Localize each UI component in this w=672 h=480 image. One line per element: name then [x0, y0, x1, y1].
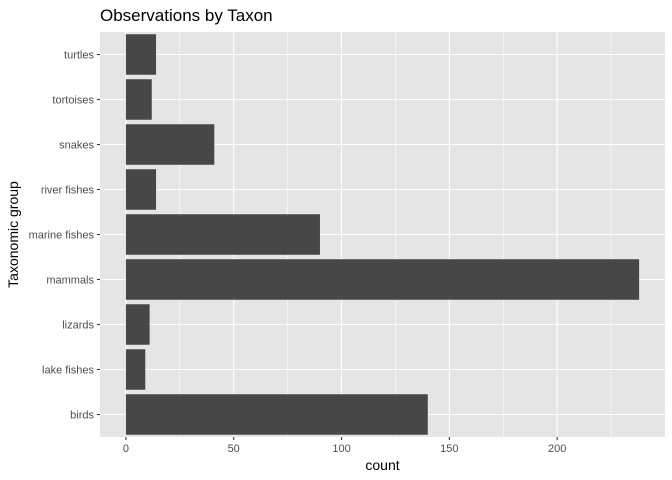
x-tick-label: 100: [332, 443, 350, 455]
x-tick-label: 150: [440, 443, 458, 455]
bar-turtles: [125, 34, 157, 75]
y-tick-label: marine fishes: [29, 230, 95, 242]
y-axis: birds lake fishes lizards mammals marine fis…: [29, 50, 100, 422]
bar-river-fishes: [125, 169, 157, 210]
y-tick-label: tortoises: [52, 95, 94, 107]
bar-snakes: [125, 124, 215, 165]
x-axis-title: count: [365, 457, 399, 473]
bar-mammals: [125, 259, 640, 300]
x-tick-label: 200: [548, 443, 566, 455]
y-tick-label: river fishes: [41, 185, 95, 197]
bar-lake-fishes: [125, 349, 146, 390]
bar-tortoises: [125, 79, 152, 120]
y-tick-label: lizards: [62, 320, 94, 332]
bar-marine-fishes: [125, 214, 320, 255]
y-tick-label: turtles: [64, 50, 94, 62]
y-tick-label: lake fishes: [42, 365, 94, 377]
y-tick-label: mammals: [46, 275, 94, 287]
x-tick-label: 0: [123, 443, 129, 455]
y-axis-title: Taxonomic group: [5, 181, 21, 288]
chart-title: Observations by Taxon: [100, 6, 273, 25]
x-axis: 0 50 100 150 200: [123, 437, 566, 455]
bar-birds: [125, 394, 428, 435]
bar-lizards: [125, 304, 150, 345]
bars: [125, 34, 640, 435]
y-tick-label: snakes: [59, 140, 94, 152]
y-tick-label: birds: [70, 410, 94, 422]
x-tick-label: 50: [228, 443, 240, 455]
